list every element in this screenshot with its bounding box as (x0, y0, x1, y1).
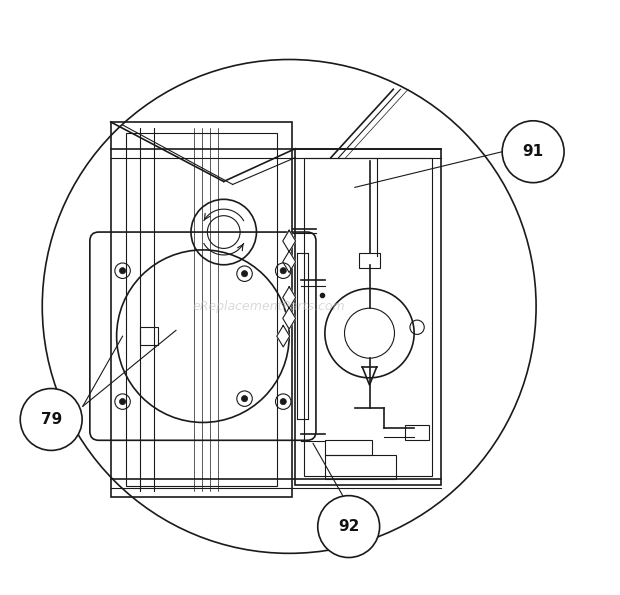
Bar (405, 425, 429, 440)
Text: eReplacementParts.com: eReplacementParts.com (192, 300, 345, 313)
Bar (325, 455, 396, 479)
Polygon shape (283, 287, 296, 308)
Text: 91: 91 (523, 144, 544, 159)
Circle shape (241, 396, 247, 402)
Circle shape (241, 271, 247, 277)
Bar (304, 158, 432, 476)
Polygon shape (277, 325, 290, 347)
Bar (295, 149, 441, 485)
Text: 92: 92 (338, 519, 360, 534)
Bar (140, 327, 158, 345)
Circle shape (317, 496, 379, 558)
Polygon shape (283, 308, 296, 329)
Circle shape (280, 268, 286, 274)
Circle shape (280, 399, 286, 405)
Text: 79: 79 (40, 412, 62, 427)
Circle shape (120, 399, 126, 405)
Bar (111, 122, 292, 497)
Bar (125, 133, 277, 486)
Circle shape (502, 121, 564, 183)
Circle shape (120, 268, 126, 274)
Polygon shape (283, 230, 296, 252)
Circle shape (20, 389, 82, 450)
Polygon shape (283, 251, 296, 273)
Bar (359, 253, 380, 268)
Bar (325, 440, 373, 455)
